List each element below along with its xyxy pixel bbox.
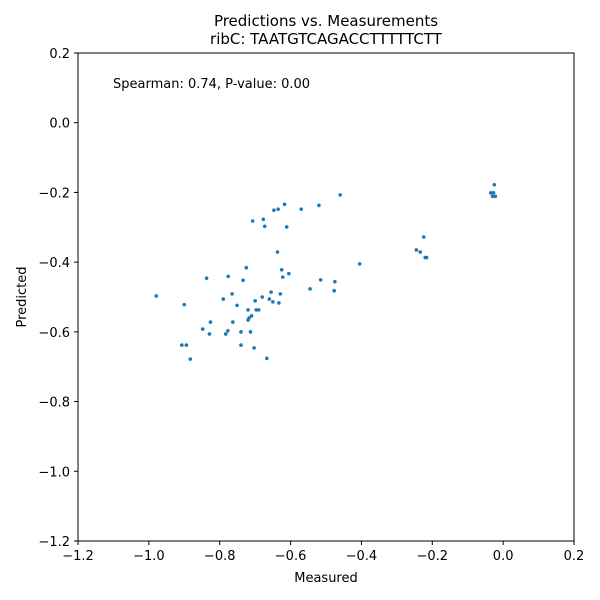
x-tick-label: −0.6: [275, 549, 307, 564]
scatter-point: [239, 330, 243, 334]
scatter-point: [200, 327, 205, 331]
scatter-point: [256, 308, 261, 312]
y-tick-label: −1.2: [38, 535, 70, 550]
scatter-point: [226, 329, 230, 333]
scatter-point: [332, 288, 336, 293]
scatter-point: [230, 292, 234, 296]
scatter-point: [231, 320, 235, 324]
x-tick-label: −1.0: [133, 549, 165, 564]
x-tick-label: −1.2: [62, 549, 94, 564]
x-tick-label: −0.2: [416, 549, 448, 564]
scatter-point: [280, 275, 285, 279]
scatter-point: [338, 193, 342, 197]
scatter-point: [414, 248, 419, 252]
scatter-point: [424, 255, 429, 260]
scatter-point: [317, 203, 321, 208]
scatter-point: [279, 268, 284, 272]
scatter-point: [226, 274, 231, 279]
plot-frame: [77, 52, 575, 542]
scatter-point: [252, 346, 256, 350]
scatter-point: [223, 332, 228, 336]
scatter-point: [318, 278, 323, 282]
x-axis-label: Measured: [294, 571, 358, 586]
scatter-point: [421, 235, 426, 239]
scatter-point: [235, 303, 239, 308]
y-tick-label: 0.0: [49, 117, 70, 132]
chart-subtitle: ribC: TAATGTCAGACCTTTTTCTT: [210, 30, 443, 48]
scatter-point: [204, 276, 209, 280]
scatter-point: [357, 262, 362, 266]
x-tick-label: −0.8: [204, 549, 236, 564]
spearman-annotation: Spearman: 0.74, P-value: 0.00: [113, 77, 310, 92]
scatter-point: [272, 208, 276, 213]
chart-title: Predictions vs. Measurements: [214, 12, 438, 30]
y-tick-label: 0.2: [49, 47, 70, 62]
scatter-point: [254, 308, 259, 312]
scatter-point: [244, 265, 249, 270]
scatter-point: [241, 278, 245, 283]
y-tick-label: −1.0: [38, 465, 70, 480]
x-axis-ticks: −1.2 −1.0 −0.8 −0.6 −0.4 −0.2 0.0 0.2: [62, 541, 584, 564]
scatter-point: [269, 290, 273, 294]
y-tick-label: −0.4: [38, 256, 70, 271]
scatter-point: [188, 357, 193, 361]
scatter-point: [182, 302, 187, 307]
scatter-point: [488, 190, 493, 195]
scatter-point: [299, 207, 304, 211]
scatter-point: [265, 356, 269, 361]
scatter-point: [271, 300, 275, 304]
scatter-point: [287, 271, 291, 276]
scatter-point: [282, 202, 287, 207]
scatter-point: [493, 194, 498, 199]
scatter-point: [221, 297, 226, 301]
scatter-point: [267, 297, 272, 301]
scatter-point: [491, 190, 496, 195]
scatter-point: [261, 217, 266, 222]
scatter-point: [180, 343, 184, 347]
scatter-point: [262, 224, 267, 229]
y-tick-label: −0.8: [38, 396, 70, 411]
y-axis-label: Predicted: [15, 266, 30, 327]
scatter-point: [277, 301, 281, 305]
scatter-point: [208, 320, 213, 324]
scatter-point: [275, 250, 280, 254]
scatter-point: [333, 279, 337, 284]
scatter-points: [154, 182, 498, 361]
scatter-point: [278, 292, 283, 296]
scatter-point: [490, 194, 495, 199]
scatter-point: [239, 343, 243, 347]
y-axis-ticks: −1.2 −1.0 −0.8 −0.6 −0.4 −0.2 0.0 0.2: [38, 47, 78, 550]
scatter-point: [308, 287, 312, 291]
scatter-point: [154, 294, 159, 298]
y-tick-label: −0.6: [38, 326, 70, 341]
scatter-point: [248, 330, 253, 334]
scatter-point: [250, 219, 255, 223]
x-tick-label: 0.2: [564, 549, 585, 564]
scatter-point: [260, 295, 265, 299]
x-tick-label: 0.0: [493, 549, 514, 564]
scatter-point: [246, 308, 250, 312]
scatter-point: [253, 299, 257, 303]
scatter-point: [284, 225, 289, 229]
scatter-point: [184, 343, 189, 347]
x-tick-label: −0.4: [346, 549, 378, 564]
y-tick-label: −0.2: [38, 186, 70, 201]
scatter-point: [418, 250, 423, 254]
scatter-point: [207, 332, 212, 336]
scatter-point: [492, 182, 497, 187]
scatter-point: [247, 316, 251, 320]
scatter-point: [249, 314, 254, 318]
scatter-point: [276, 207, 280, 211]
